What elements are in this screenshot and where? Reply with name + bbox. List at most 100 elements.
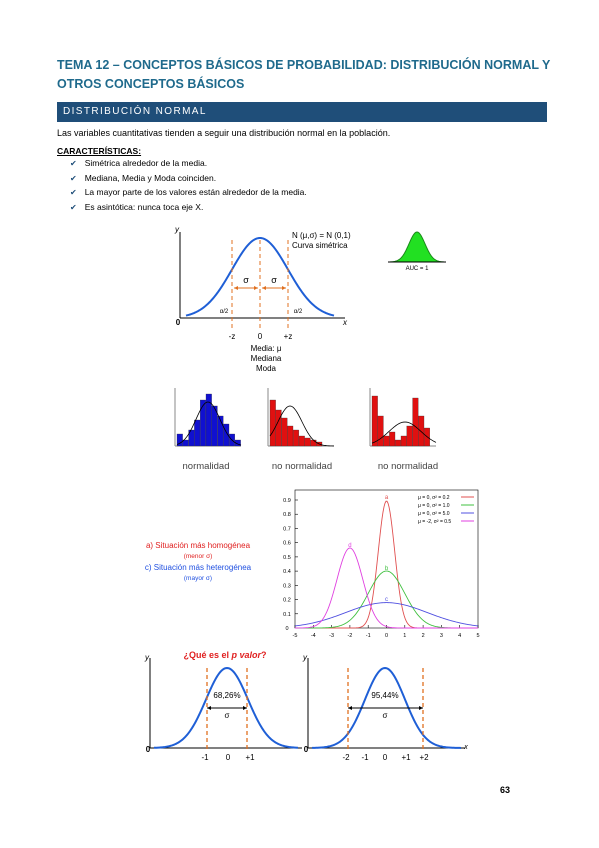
label: +z — [284, 332, 293, 341]
label: 0 — [226, 753, 231, 762]
density-curve — [295, 547, 478, 629]
label: 0 — [304, 745, 309, 754]
label: d — [348, 543, 351, 549]
list-item: Simétrica alrededor de la media. — [70, 158, 307, 173]
p-value-title: ¿Qué es el p valor? — [183, 650, 266, 660]
bell-curve — [185, 236, 335, 317]
label: -1 — [201, 753, 209, 762]
page-title: TEMA 12 – CONCEPTOS BÁSICOS DE PROBABILI… — [57, 58, 551, 91]
histogram-bar — [275, 409, 282, 447]
label: -1 — [366, 633, 371, 639]
label: +1 — [245, 753, 255, 762]
histogram-bar — [395, 439, 401, 447]
label: 0 — [285, 626, 288, 632]
label: 0 — [146, 745, 151, 754]
label: -2 — [342, 753, 350, 762]
label: 5 — [476, 633, 479, 639]
label: -1 — [361, 753, 369, 762]
histogram-bar — [298, 435, 305, 447]
histogram-bar — [310, 439, 317, 447]
label: y — [144, 653, 150, 662]
label: Mediana — [251, 354, 282, 363]
label: σ — [383, 711, 388, 720]
label: Moda — [256, 364, 277, 373]
fit-curve — [269, 405, 335, 447]
histogram-bar — [400, 435, 407, 447]
label: 3 — [440, 633, 443, 639]
label: 1 — [403, 633, 406, 639]
label: -z — [229, 332, 236, 341]
page-number: 63 — [500, 785, 511, 795]
label: x — [342, 318, 348, 327]
histogram-bar — [176, 433, 183, 447]
label: 0.6 — [283, 541, 291, 547]
label: y — [302, 653, 308, 662]
histogram-bar — [304, 437, 311, 447]
label: y — [174, 225, 180, 234]
histogram-bar — [281, 417, 288, 447]
section-title: DISTRIBUCIÓN NORMAL — [63, 106, 207, 117]
histogram-bar — [371, 395, 378, 447]
list-item: La mayor parte de los valores están alre… — [70, 187, 307, 202]
label: μ = 0, σ² = 0.2 — [418, 495, 450, 501]
label: 0.3 — [283, 583, 291, 589]
label: +2 — [419, 753, 429, 762]
label: normalidad — [183, 461, 230, 472]
label: AUC = 1 — [406, 266, 430, 272]
section-bar: DISTRIBUCIÓN NORMAL — [57, 102, 547, 122]
label: -2 — [347, 633, 352, 639]
histogram-bar — [182, 439, 189, 447]
fit-curve — [371, 421, 437, 444]
label: x — [463, 744, 468, 751]
label: c — [385, 597, 388, 603]
label: 0 — [383, 753, 388, 762]
list-item: Mediana, Media y Moda coinciden. — [70, 173, 307, 188]
label: 0 — [385, 633, 388, 639]
label: b — [385, 566, 389, 572]
characteristics-heading: CARACTERÍSTICAS: — [57, 146, 142, 156]
plot-frame — [294, 489, 479, 629]
label: α/2 — [220, 309, 229, 315]
label: σ — [225, 711, 230, 720]
label: 0 — [176, 318, 181, 327]
label: 68,26% — [213, 691, 240, 700]
label: α/2 — [294, 309, 303, 315]
histogram-bar — [211, 405, 218, 447]
histogram-bar — [412, 397, 419, 447]
label: μ = -2, σ² = 0.5 — [418, 519, 451, 525]
auc-curve — [389, 231, 445, 263]
fit-curve — [176, 401, 242, 446]
bell-curve — [153, 666, 299, 749]
label: a) Situación más homogénea — [146, 541, 251, 550]
label: -5 — [293, 633, 298, 639]
label: 95,44% — [371, 691, 398, 700]
label: Curva simétrica — [292, 241, 348, 250]
label: +1 — [401, 753, 411, 762]
title-part: ? — [261, 650, 267, 660]
label: 0.1 — [283, 612, 291, 618]
label: 0.2 — [283, 598, 291, 604]
label: no normalidad — [378, 461, 438, 472]
histogram-bar — [418, 415, 425, 447]
label: μ = 0, σ² = 5.0 — [418, 511, 450, 517]
histogram-bar — [406, 425, 413, 447]
label: N (μ,σ) = N (0,1) — [292, 231, 351, 240]
histogram-bar — [194, 419, 201, 447]
histogram-bar — [383, 435, 390, 447]
label: σ — [243, 275, 249, 285]
label: c) Situación más heterogénea — [145, 563, 252, 572]
histogram-bar — [205, 393, 212, 447]
label: 0.8 — [283, 512, 291, 518]
label: -3 — [329, 633, 334, 639]
histogram-bar — [200, 399, 206, 447]
histogram-bar — [287, 425, 294, 447]
histogram-bar — [217, 415, 224, 447]
label: 0 — [258, 332, 263, 341]
density-curve — [294, 602, 479, 627]
label: (mayor σ) — [184, 575, 212, 582]
label: 0.5 — [283, 555, 291, 561]
histogram-bar — [389, 431, 396, 447]
characteristics-list: Simétrica alrededor de la media. Mediana… — [70, 158, 307, 216]
